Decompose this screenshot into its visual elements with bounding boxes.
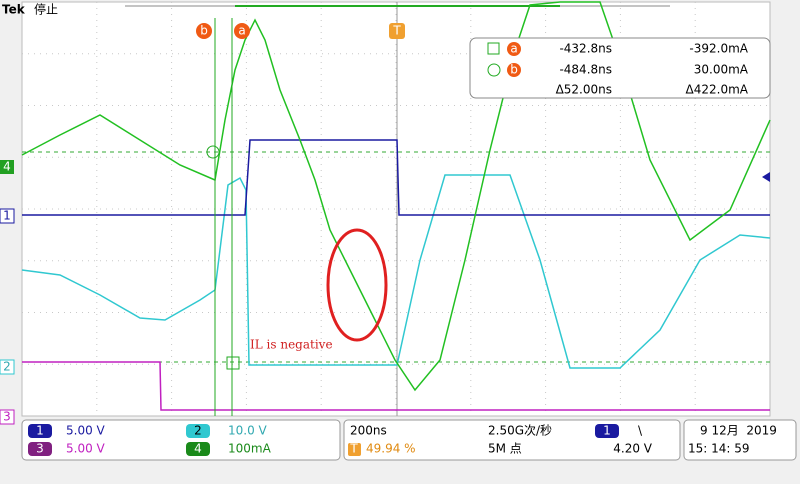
highlight-ellipse xyxy=(326,228,388,342)
ch-label: 4 xyxy=(3,160,11,174)
ch-scale: 100mA xyxy=(228,442,272,456)
run-status: 停止 xyxy=(34,2,58,17)
date: 9 12月 2019 xyxy=(700,424,777,438)
ch-label: 3 xyxy=(3,410,11,424)
ch3-wave xyxy=(22,361,770,411)
ch1-wave xyxy=(22,139,770,216)
marker-b: b xyxy=(200,24,208,38)
trigger-pos-icon: T xyxy=(349,442,358,456)
trigger-badge xyxy=(389,23,405,39)
ch1-badge xyxy=(28,424,52,438)
trigger-marker: T xyxy=(392,24,401,38)
ch1-marker-bg xyxy=(0,208,15,224)
readout-box xyxy=(469,37,771,99)
ch-id: 1 xyxy=(36,424,44,438)
cursor-a-point xyxy=(226,356,240,370)
trigger-slope: \ xyxy=(638,424,643,438)
ch4-marker-bg xyxy=(0,160,14,174)
ch-scale: 5.00 V xyxy=(66,442,106,456)
readout-value: 30.00mA xyxy=(694,63,749,77)
ch3-badge xyxy=(28,442,52,456)
time: 15: 14: 59 xyxy=(688,442,750,456)
trigger-level: 4.20 V xyxy=(613,442,653,456)
readout-time: -432.8ns xyxy=(559,42,612,56)
ch2-badge xyxy=(186,424,210,438)
ch-label: 1 xyxy=(3,209,11,223)
trigger-source: 1 xyxy=(603,424,611,438)
record-length: 5M 点 xyxy=(488,442,522,456)
readout-marker: b xyxy=(510,63,518,77)
readout-a-icon xyxy=(487,42,500,55)
ch-scale: 10.0 V xyxy=(228,424,268,438)
brand: Tek xyxy=(2,3,26,17)
cursor-b-point xyxy=(206,145,220,159)
ch-scale: 5.00 V xyxy=(66,424,106,438)
clock-panel xyxy=(683,419,797,461)
ch-id: 4 xyxy=(194,442,202,456)
ch2-marker-bg xyxy=(0,359,15,375)
readout-time: -484.8ns xyxy=(559,63,612,77)
readout-a-badge xyxy=(507,42,521,56)
trigger-pos-badge xyxy=(348,443,361,456)
readout-b-badge xyxy=(507,63,521,77)
ch4-badge xyxy=(186,442,210,456)
readout-b-icon xyxy=(487,63,501,77)
marker-a: a xyxy=(238,24,245,38)
ch-id: 3 xyxy=(36,442,44,456)
sample-rate: 2.50G次/秒 xyxy=(488,424,552,438)
ch3-marker-bg xyxy=(0,409,15,425)
timebase: 200ns xyxy=(350,424,387,438)
marker-b-badge xyxy=(196,23,212,39)
trig-src-badge xyxy=(595,424,619,438)
readout-marker: a xyxy=(510,42,517,56)
trigger-pos: 49.94 % xyxy=(366,442,416,456)
ch1-offset-arrow xyxy=(762,172,770,182)
readout-time: Δ52.00ns xyxy=(556,83,612,97)
ch2-wave xyxy=(21,174,771,369)
ch-label: 2 xyxy=(3,360,11,374)
readout-value: Δ422.0mA xyxy=(686,83,749,97)
readout-value: -392.0mA xyxy=(689,42,748,56)
channel-panel xyxy=(21,419,341,461)
annotation: IL is negative xyxy=(250,338,333,352)
ch-id: 2 xyxy=(194,424,202,438)
marker-a-badge xyxy=(234,23,250,39)
